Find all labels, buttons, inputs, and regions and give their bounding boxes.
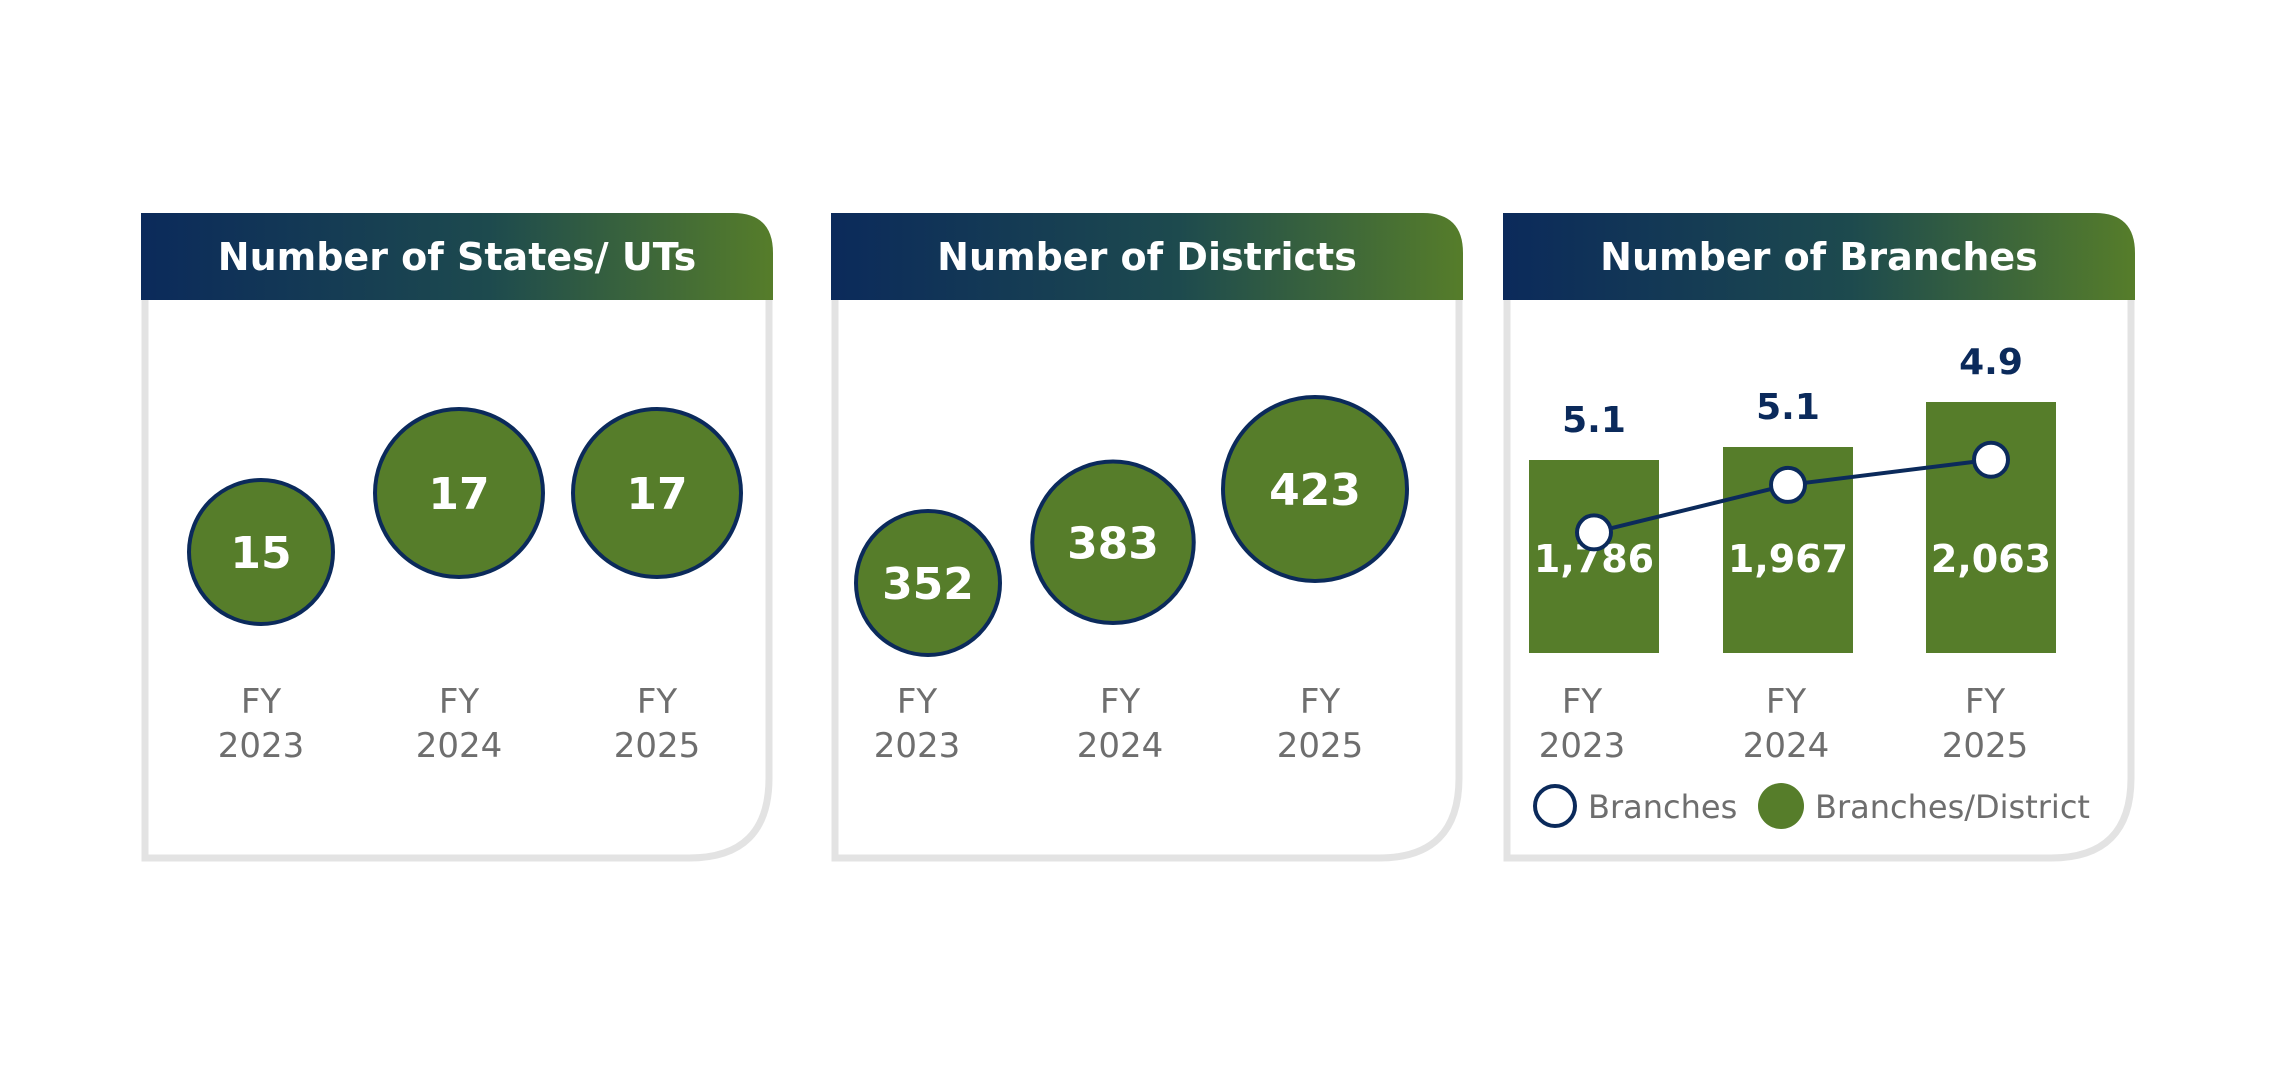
bubble-value-label: 423: [1269, 465, 1361, 516]
bar: [1926, 402, 2056, 653]
x-tick-label-year: 2024: [1743, 726, 1830, 766]
panel-title: Number of Branches: [1600, 235, 2038, 279]
bar-value-label: 5.1: [1756, 387, 1820, 428]
bubble: [571, 407, 743, 579]
panel-2: Number of Districts: [831, 213, 1463, 862]
bubble: [1030, 459, 1196, 625]
x-tick-label-fy: FY: [1965, 682, 2006, 722]
panel-header: [141, 213, 773, 300]
x-tick-label-year: 2024: [1077, 726, 1164, 766]
panel-title: Number of Districts: [937, 235, 1357, 279]
x-tick-label-year: 2025: [614, 726, 701, 766]
panel-3: Number of Branches: [1503, 213, 2135, 862]
x-tick-label-year: 2025: [1277, 726, 1364, 766]
x-tick-label-fy: FY: [1300, 682, 1341, 722]
x-tick-label-year: 2025: [1942, 726, 2029, 766]
x-tick-label-fy: FY: [439, 682, 480, 722]
bubble: [373, 407, 545, 579]
panel-header: [1503, 213, 2135, 300]
x-tick-label-fy: FY: [897, 682, 938, 722]
panel-frame: [1503, 300, 2135, 862]
x-tick-label-fy: FY: [241, 682, 282, 722]
line-value-label: 1,967: [1728, 537, 1848, 581]
x-tick-label-fy: FY: [1562, 682, 1603, 722]
x-tick-label-year: 2024: [416, 726, 503, 766]
x-tick-label-fy: FY: [1766, 682, 1807, 722]
x-tick-label-year: 2023: [1539, 726, 1626, 766]
panel-frame: [831, 300, 1463, 862]
bubble: [187, 478, 335, 626]
legend-ratio-marker: [1758, 783, 1804, 829]
x-tick-label-fy: FY: [637, 682, 678, 722]
bubble-value-label: 352: [882, 559, 974, 610]
line-value-label: 2,063: [1931, 537, 2051, 581]
bubble: [1221, 395, 1409, 583]
bubble-value-label: 383: [1067, 518, 1159, 569]
x-tick-label-year: 2023: [218, 726, 305, 766]
legend-ratio-label: Branches/District: [1815, 788, 2090, 826]
bubble-value-label: 17: [428, 469, 489, 520]
panel-title: Number of States/ UTs: [218, 235, 696, 279]
legend-branches-label: Branches: [1588, 788, 1737, 826]
line-point: [1575, 513, 1613, 552]
bubble-value-label: 15: [230, 528, 291, 579]
panel-header: [831, 213, 1463, 300]
line-point: [1972, 440, 2010, 479]
bubble: [854, 509, 1002, 657]
panel-1: Number of States/ UTs: [141, 213, 773, 862]
x-tick-label-year: 2023: [874, 726, 961, 766]
bar: [1529, 460, 1659, 653]
x-tick-label-fy: FY: [1100, 682, 1141, 722]
bubble-value-label: 17: [626, 469, 687, 520]
legend-branches-marker: [1533, 784, 1577, 828]
line-point: [1769, 465, 1807, 504]
bar-value-label: 5.1: [1562, 400, 1626, 441]
bar-value-label: 4.9: [1959, 342, 2023, 383]
panel-frame: [141, 300, 773, 862]
